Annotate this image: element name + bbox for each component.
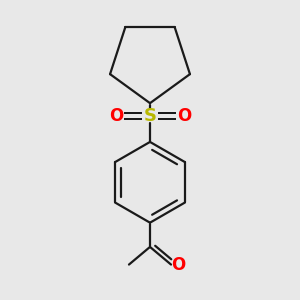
- Text: O: O: [177, 107, 191, 125]
- Text: S: S: [143, 107, 157, 125]
- Text: O: O: [109, 107, 123, 125]
- Text: O: O: [171, 256, 185, 274]
